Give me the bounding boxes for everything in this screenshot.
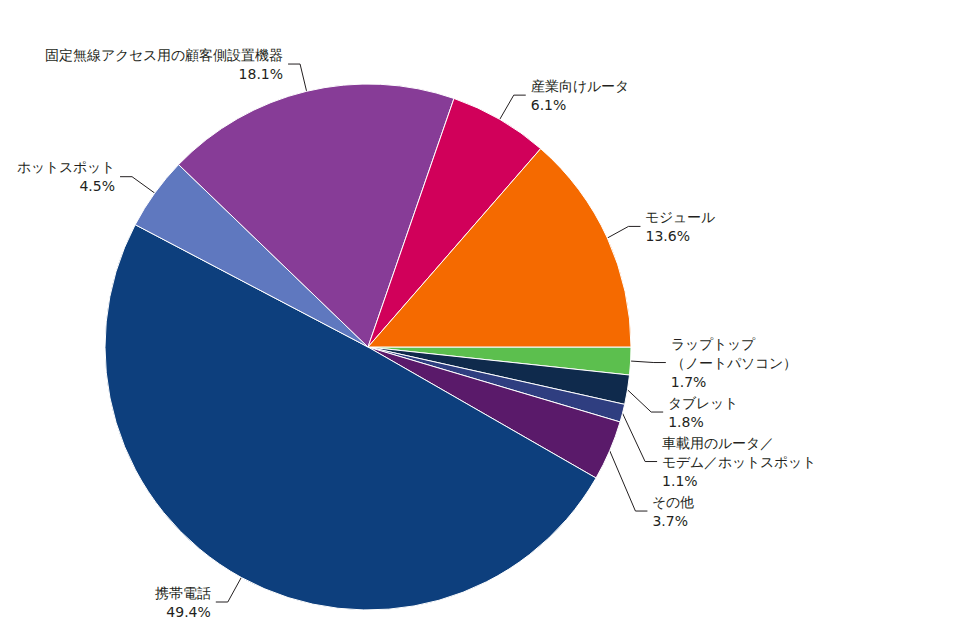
svg-text:ラップトップ: ラップトップ <box>671 336 756 352</box>
svg-text:4.5%: 4.5% <box>79 178 115 194</box>
svg-text:1.1%: 1.1% <box>662 473 698 489</box>
svg-text:1.7%: 1.7% <box>671 374 707 390</box>
svg-text:（ノートパソコン）: （ノートパソコン） <box>671 355 797 371</box>
svg-text:13.6%: 13.6% <box>645 228 689 244</box>
svg-text:車載用のルータ／: 車載用のルータ／ <box>662 435 774 451</box>
svg-text:固定無線アクセス用の顧客側設置機器: 固定無線アクセス用の顧客側設置機器 <box>45 47 283 63</box>
svg-text:携帯電話: 携帯電話 <box>155 585 211 601</box>
svg-text:タブレット: タブレット <box>668 395 738 411</box>
svg-text:6.1%: 6.1% <box>531 97 567 113</box>
svg-text:49.4%: 49.4% <box>166 604 210 620</box>
svg-text:モジュール: モジュール <box>645 209 715 225</box>
svg-text:産業向けルータ: 産業向けルータ <box>531 78 629 94</box>
svg-text:18.1%: 18.1% <box>239 66 283 82</box>
svg-text:モデム／ホットスポット: モデム／ホットスポット <box>662 454 816 470</box>
svg-text:その他: その他 <box>652 494 694 510</box>
svg-text:1.8%: 1.8% <box>668 414 704 430</box>
svg-text:3.7%: 3.7% <box>652 513 688 529</box>
svg-text:ホットスポット: ホットスポット <box>17 159 115 175</box>
